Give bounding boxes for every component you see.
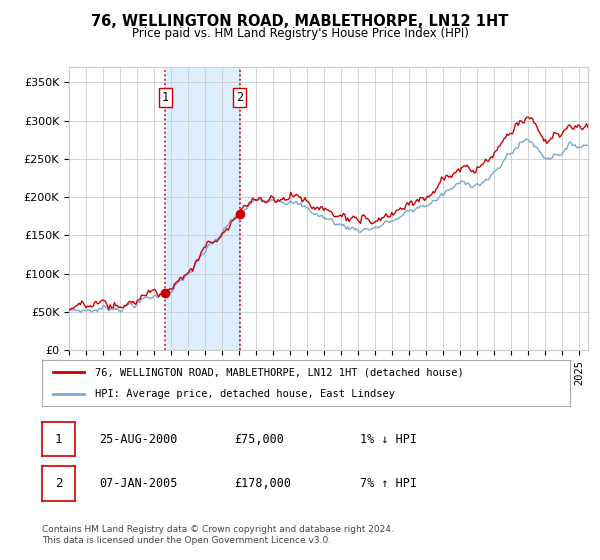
Text: 1: 1	[55, 432, 62, 446]
Text: 1: 1	[161, 91, 169, 104]
Text: 76, WELLINGTON ROAD, MABLETHORPE, LN12 1HT (detached house): 76, WELLINGTON ROAD, MABLETHORPE, LN12 1…	[95, 367, 464, 377]
Text: HPI: Average price, detached house, East Lindsey: HPI: Average price, detached house, East…	[95, 389, 395, 399]
Bar	[165, 67, 239, 350]
Text: 2: 2	[55, 477, 62, 491]
Text: 2: 2	[236, 91, 243, 104]
Text: £178,000: £178,000	[234, 477, 291, 491]
Text: Contains HM Land Registry data © Crown copyright and database right 2024.
This d: Contains HM Land Registry data © Crown c…	[42, 525, 394, 545]
Text: £75,000: £75,000	[234, 432, 284, 446]
Text: 25-AUG-2000: 25-AUG-2000	[99, 432, 178, 446]
Text: Price paid vs. HM Land Registry's House Price Index (HPI): Price paid vs. HM Land Registry's House …	[131, 27, 469, 40]
Text: 1% ↓ HPI: 1% ↓ HPI	[360, 432, 417, 446]
Text: 7% ↑ HPI: 7% ↑ HPI	[360, 477, 417, 491]
Text: 07-JAN-2005: 07-JAN-2005	[99, 477, 178, 491]
Text: 76, WELLINGTON ROAD, MABLETHORPE, LN12 1HT: 76, WELLINGTON ROAD, MABLETHORPE, LN12 1…	[91, 14, 509, 29]
